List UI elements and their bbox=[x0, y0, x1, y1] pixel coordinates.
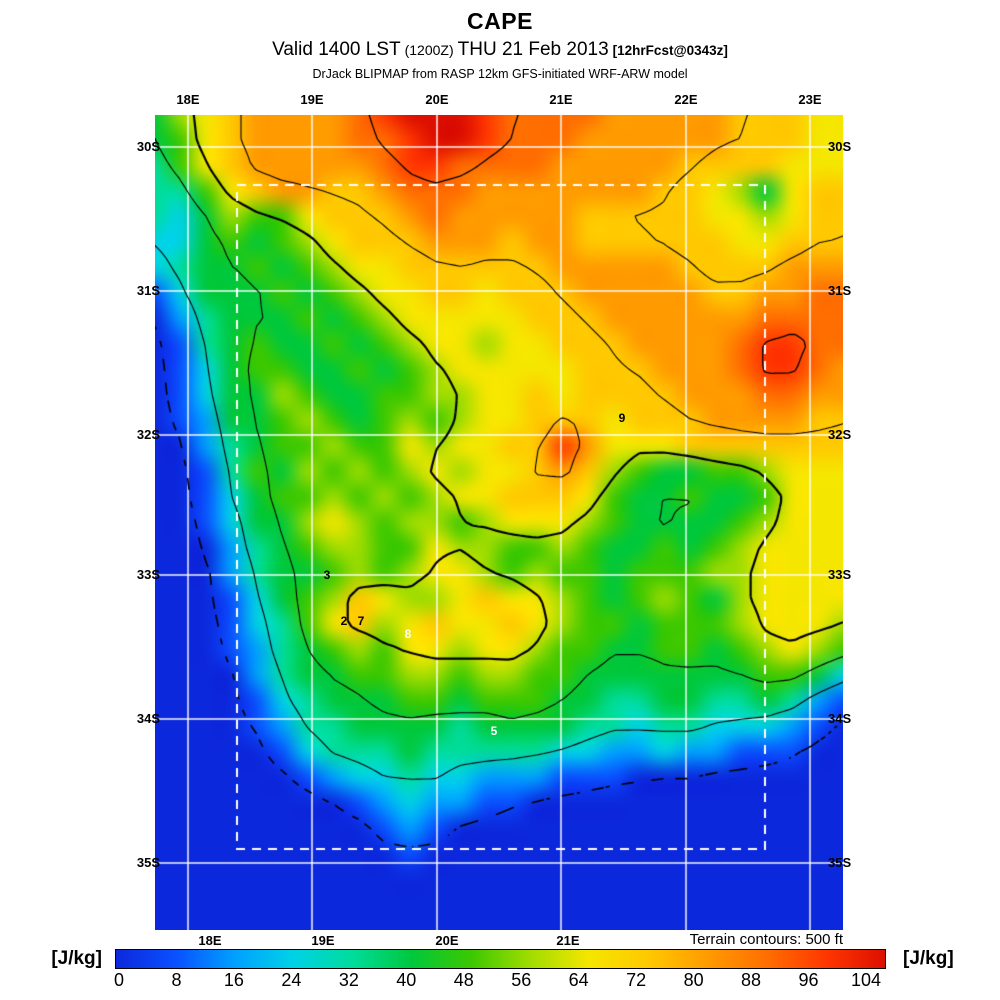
colorbar-tick: 16 bbox=[223, 970, 244, 990]
cape-field-canvas bbox=[155, 115, 843, 930]
lat-label-right: 32S bbox=[828, 427, 852, 442]
colorbar-gradient bbox=[115, 949, 886, 969]
valid-prefix: Valid 1400 LST bbox=[272, 39, 401, 60]
lon-label-bottom: 20E bbox=[435, 933, 459, 948]
lat-label-left: 32S bbox=[136, 427, 160, 442]
valid-date: THU 21 Feb 2013 bbox=[457, 39, 609, 60]
lon-label-bottom: 19E bbox=[311, 933, 335, 948]
model-line: DrJack BLIPMAP from RASP 12km GFS-initia… bbox=[312, 67, 688, 81]
colorbar-tick: 40 bbox=[396, 970, 417, 990]
lat-label-right: 35S bbox=[828, 855, 852, 870]
lon-label-bottom: 18E bbox=[198, 933, 222, 948]
lat-label-left: 34S bbox=[136, 711, 160, 726]
lat-label-left: 35S bbox=[136, 855, 160, 870]
colorbar-tick: 80 bbox=[683, 970, 704, 990]
lon-label-top: 20E bbox=[425, 92, 449, 107]
colorbar-unit-left: [J/kg] bbox=[51, 948, 102, 969]
valid-zulu-time: (1200Z) bbox=[404, 42, 454, 58]
lat-label-right: 33S bbox=[828, 567, 852, 582]
contour-label: 3 bbox=[323, 568, 331, 582]
lon-label-top: 18E bbox=[176, 92, 200, 107]
colorbar-tick: 24 bbox=[281, 970, 302, 990]
lat-label-left: 30S bbox=[136, 139, 160, 154]
contour-label: 7 bbox=[357, 614, 365, 628]
lon-label-top: 22E bbox=[674, 92, 698, 107]
colorbar-tick: 88 bbox=[741, 970, 762, 990]
forecast-tag: [12hrFcst@0343z] bbox=[612, 43, 728, 58]
colorbar-tick: 8 bbox=[171, 970, 182, 990]
lat-label-right: 31S bbox=[828, 283, 852, 298]
colorbar-tick: 72 bbox=[626, 970, 647, 990]
contour-label: 2 bbox=[340, 614, 348, 628]
page-title: CAPE bbox=[467, 8, 533, 34]
lon-label-bottom: 21E bbox=[556, 933, 580, 948]
lon-label-top: 23E bbox=[798, 92, 822, 107]
colorbar-tick: 96 bbox=[798, 970, 819, 990]
contour-label: 5 bbox=[490, 724, 498, 738]
colorbar-tick: 48 bbox=[453, 970, 474, 990]
contour-label: 9 bbox=[618, 411, 626, 425]
colorbar-unit-right: [J/kg] bbox=[903, 948, 954, 969]
contour-label: 8 bbox=[404, 627, 412, 641]
lat-label-left: 33S bbox=[136, 567, 160, 582]
lon-label-top: 21E bbox=[549, 92, 573, 107]
lat-label-right: 30S bbox=[828, 139, 852, 154]
colorbar-tick: 32 bbox=[338, 970, 359, 990]
valid-line: Valid 1400 LST (1200Z) THU 21 Feb 2013 [12h… bbox=[0, 39, 1000, 61]
lat-label-right: 34S bbox=[828, 711, 852, 726]
colorbar-tick: 0 bbox=[113, 970, 125, 990]
colorbar-tick: 104 bbox=[850, 970, 882, 990]
terrain-note: Terrain contours: 500 ft bbox=[689, 931, 843, 948]
colorbar-tick: 64 bbox=[568, 970, 589, 990]
colorbar-tick: 56 bbox=[511, 970, 532, 990]
lat-label-left: 31S bbox=[136, 283, 160, 298]
lon-label-top: 19E bbox=[300, 92, 324, 107]
